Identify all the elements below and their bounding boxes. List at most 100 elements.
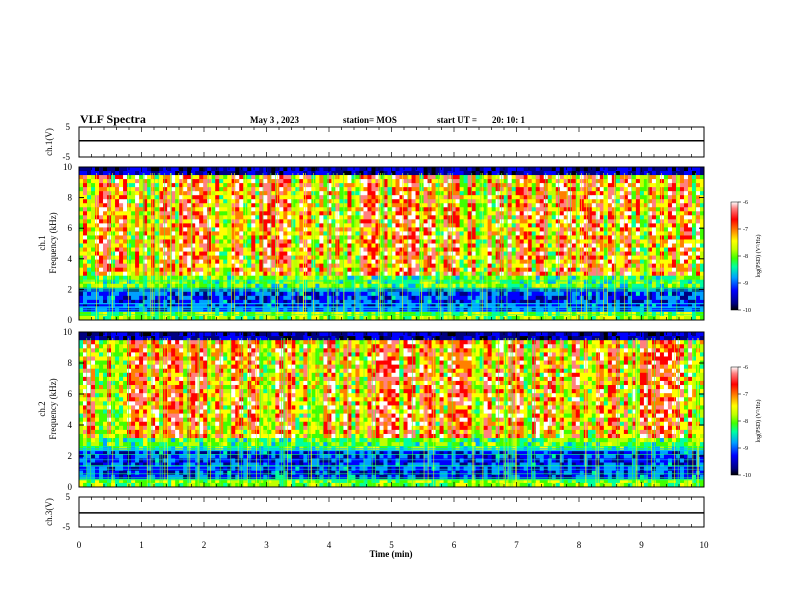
spectrogram-cell xyxy=(487,315,493,320)
spectrogram-cell xyxy=(427,247,432,252)
spectrogram-cell xyxy=(139,271,144,277)
spectrogram-cell xyxy=(211,243,216,248)
spectrogram-cell xyxy=(175,299,180,305)
spectrogram-cell xyxy=(223,179,228,184)
spectrogram-cell xyxy=(555,243,561,248)
spectrogram-cell xyxy=(471,271,477,277)
spectrogram-cell xyxy=(339,215,344,220)
spectrogram-cell xyxy=(267,251,272,256)
spectrogram-cell xyxy=(539,279,545,285)
spectrogram-cell xyxy=(343,211,348,216)
spectrogram-cell xyxy=(451,195,457,200)
spectrogram-cell xyxy=(571,179,577,184)
spectrogram-cell xyxy=(571,243,577,248)
spectrogram-cell xyxy=(187,307,192,313)
spectrogram-cell xyxy=(439,251,444,256)
spectrogram-cell xyxy=(239,227,244,232)
spectrogram-cell xyxy=(159,227,164,232)
spectrogram-cell xyxy=(503,195,509,200)
spectrogram-cell xyxy=(211,283,216,289)
spectrogram-cell xyxy=(519,295,525,301)
spectrogram-cell xyxy=(383,207,388,212)
spectrogram-cell xyxy=(355,211,360,216)
spectrogram-cell xyxy=(143,243,148,248)
spectrogram-cell xyxy=(235,315,240,320)
ch1-waveform-ylabel: ch.1(V) xyxy=(44,128,54,156)
spectrogram-cell xyxy=(227,207,232,212)
spectrogram-cell xyxy=(151,223,156,228)
spectrogram-cell xyxy=(175,243,180,248)
spectrogram-cell xyxy=(407,199,412,204)
spectrogram-cell xyxy=(259,259,264,265)
spectrogram-cell xyxy=(99,287,104,293)
spectrogram-cell xyxy=(467,175,473,180)
spectrogram-cell xyxy=(371,207,376,212)
spectrogram-cell xyxy=(451,291,457,297)
spectrogram-cell xyxy=(435,171,440,176)
spectrogram-cell xyxy=(123,251,128,256)
spectrogram-cell xyxy=(87,303,92,309)
spectrogram-cell xyxy=(395,219,400,224)
spectrogram-cell xyxy=(467,291,473,297)
spectrogram-cell xyxy=(451,307,457,313)
spectrogram-cell xyxy=(559,215,565,220)
spectrogram-cell xyxy=(111,259,116,265)
spectrogram-cell xyxy=(507,247,513,252)
spectrogram-cell xyxy=(299,287,304,293)
spectrogram-cell xyxy=(163,187,168,192)
spectrogram-cell xyxy=(383,183,388,188)
spectrogram-cell xyxy=(251,175,256,180)
spectrogram-cell xyxy=(447,251,452,256)
spectrogram-cell xyxy=(571,303,577,309)
spectrogram-cell xyxy=(291,315,296,320)
spectrogram-cell xyxy=(323,175,328,180)
spectrogram-cell xyxy=(123,243,128,248)
spectrogram-cell xyxy=(575,167,581,172)
spectrogram-cell xyxy=(143,195,148,200)
spectrogram-cell xyxy=(591,175,597,180)
spectrogram-cell xyxy=(491,215,497,220)
spectrogram-cell xyxy=(567,235,573,240)
spectrogram-cell xyxy=(551,307,557,313)
spectrogram-cell xyxy=(323,295,328,301)
spectrogram-cell xyxy=(195,175,200,180)
spectrogram-cell xyxy=(355,283,360,289)
spectrogram-cell xyxy=(87,299,92,305)
spectrogram-cell xyxy=(123,291,128,297)
spectrogram-cell xyxy=(219,255,224,261)
spectrogram-cell xyxy=(599,179,605,184)
spectrogram-cell xyxy=(579,263,585,269)
spectrogram-cell xyxy=(399,219,404,224)
spectrogram-cell xyxy=(147,247,152,252)
spectrogram-cell xyxy=(151,267,156,273)
spectrogram-cell xyxy=(183,255,188,261)
spectrogram-cell xyxy=(539,207,545,212)
spectrogram-cell xyxy=(219,291,224,297)
spectrogram-cell xyxy=(559,299,565,305)
spectrogram-cell xyxy=(475,231,481,236)
spectrogram-cell xyxy=(303,167,308,172)
spectrogram-cell xyxy=(415,235,420,240)
spectrogram-cell xyxy=(351,235,356,240)
spectrogram-cell xyxy=(507,239,513,244)
spectrogram-cell xyxy=(535,291,541,297)
spectrogram-cell xyxy=(579,203,585,208)
spectrogram-cell xyxy=(175,219,180,224)
spectrogram-cell xyxy=(559,167,565,172)
spectrogram-cell xyxy=(487,291,493,297)
spectrogram-cell xyxy=(95,279,100,285)
spectrogram-cell xyxy=(427,311,432,317)
spectrogram-cell xyxy=(503,239,509,244)
spectrogram-cell xyxy=(155,255,160,261)
spectrogram-cell xyxy=(315,179,320,184)
spectrogram-cell xyxy=(343,195,348,200)
spectrogram-cell xyxy=(231,167,236,172)
spectrogram-cell xyxy=(423,227,428,232)
spectrogram-cell xyxy=(591,303,597,309)
spectrogram-cell xyxy=(163,171,168,176)
spectrogram-cell xyxy=(483,227,489,232)
spectrogram-cell xyxy=(115,307,120,313)
spectrogram-cell xyxy=(519,263,525,269)
spectrogram-cell xyxy=(211,207,216,212)
spectrogram-cell xyxy=(139,191,144,196)
